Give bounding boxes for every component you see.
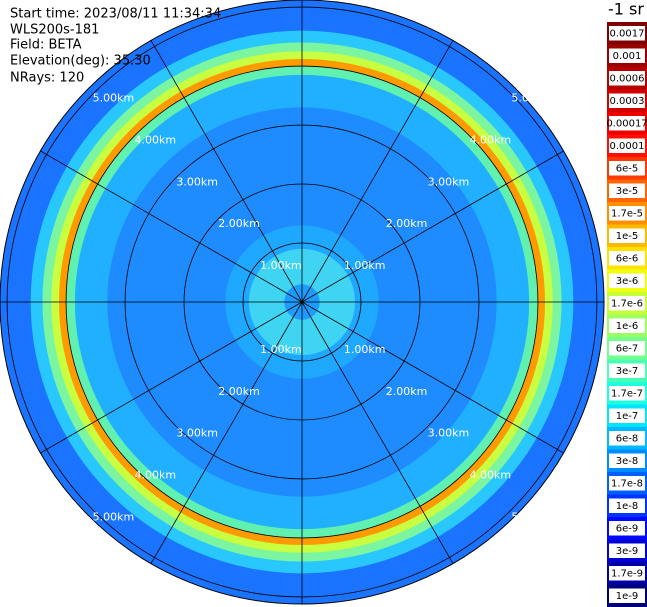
colorbar-label-box — [609, 386, 645, 401]
colorbar-label: 1e-8 — [616, 501, 639, 512]
colorbar-label-box — [609, 341, 645, 356]
range-label: 2.00km — [386, 217, 428, 230]
spoke — [301, 301, 564, 454]
colorbar-unit: -1 sr — [608, 0, 644, 19]
range-ring — [6, 6, 598, 598]
header-line: WLS200s-181 — [10, 23, 99, 38]
colorbar-label-box — [609, 498, 645, 513]
colorbar-label: 3e-5 — [616, 186, 639, 197]
range-label: 1.00km — [260, 259, 302, 272]
header-line: NRays: 120 — [10, 71, 84, 86]
spoke — [301, 40, 454, 303]
colorbar-label: 6e-8 — [616, 433, 639, 444]
colorbar-label-box — [609, 228, 645, 243]
colorbar-label: 6e-6 — [616, 253, 639, 264]
colorbar-label: 0.00017 — [606, 118, 647, 129]
colorbar-label-box — [609, 543, 645, 558]
spoke — [301, 301, 454, 564]
colorbar-label-box — [609, 431, 645, 446]
colorbar-label-box — [609, 318, 645, 333]
colorbar-label: 3e-9 — [616, 546, 639, 557]
range-label: 3.00km — [428, 175, 470, 188]
header-line: Start time: 2023/08/11 11:34:34 — [10, 7, 221, 22]
colorbar-label: 0.001 — [613, 51, 642, 62]
range-label: 5.00km — [93, 510, 135, 523]
range-label: 1.00km — [344, 343, 386, 356]
colorbar-label-box — [609, 453, 645, 468]
colorbar-label: 6e-7 — [616, 343, 639, 354]
colorbar-label: 1e-6 — [616, 321, 639, 332]
colorbar-label-box — [609, 588, 645, 603]
colorbar-label: 1.7e-9 — [611, 568, 643, 579]
colorbar-label: 1e-7 — [616, 411, 639, 422]
colorbar: -1 sr 0.0017 0.001 0.0006 0.0003 0.00017 0.000… — [606, 0, 647, 607]
colorbar-label-box — [609, 476, 645, 491]
spoke — [150, 40, 303, 303]
colorbar-label-box — [609, 138, 645, 153]
colorbar-label: 1e-9 — [616, 591, 639, 602]
range-label: 4.00km — [134, 133, 176, 146]
range-label: 2.00km — [386, 385, 428, 398]
range-label: 4.00km — [470, 133, 512, 146]
colorbar-label-box — [609, 206, 645, 221]
range-label: 5.00km — [511, 510, 553, 523]
colorbar-label: 0.0017 — [610, 28, 645, 39]
colorbar-label: 1e-5 — [616, 231, 639, 242]
spoke — [301, 150, 564, 303]
colorbar-label-box — [609, 566, 645, 581]
colorbar-label: 3e-7 — [616, 366, 639, 377]
outer-edge — [0, 0, 605, 605]
range-label: 5.00km — [93, 92, 135, 105]
range-label: 3.00km — [176, 175, 218, 188]
range-label: 1.00km — [260, 343, 302, 356]
range-ring — [124, 124, 480, 480]
colorbar-label-box — [609, 296, 645, 311]
colorbar-label: 1.7e-7 — [611, 388, 643, 399]
range-label: 5.00km — [511, 92, 553, 105]
colorbar-label-box — [609, 71, 645, 86]
spoke — [150, 301, 303, 564]
range-ring — [183, 183, 421, 421]
colorbar-label-box — [609, 93, 645, 108]
range-ring — [65, 65, 539, 539]
range-labels: 1.00km 1.00km 1.00km 1.00km 2.00km 2.00km 2.00… — [93, 92, 553, 524]
spoke — [40, 150, 303, 303]
colorbar-label: 1.7e-5 — [611, 208, 643, 219]
colorbar-label-box — [609, 363, 645, 378]
range-label: 2.00km — [218, 217, 260, 230]
range-label: 3.00km — [176, 427, 218, 440]
colorbar-label: 6e-5 — [616, 163, 639, 174]
range-label: 4.00km — [470, 469, 512, 482]
colorbar-label-box — [609, 521, 645, 536]
colorbar-label: 3e-6 — [616, 276, 639, 287]
polar-grid — [0, 0, 605, 605]
range-label: 3.00km — [428, 427, 470, 440]
colorbar-label-box — [609, 183, 645, 198]
colorbar-label-box — [609, 251, 645, 266]
colorbar-label-box — [609, 116, 645, 131]
range-label: 1.00km — [344, 259, 386, 272]
header-line: Field: BETA — [10, 38, 82, 53]
colorbar-label-box — [609, 161, 645, 176]
header: Start time: 2023/08/11 11:34:34WLS200s-1… — [10, 7, 221, 86]
colorbar-label-box — [609, 408, 645, 423]
colorbar-label: 0.0003 — [610, 96, 645, 107]
spoke — [40, 301, 303, 454]
colorbar-label-box — [609, 273, 645, 288]
colorbar-label-box — [609, 48, 645, 63]
colorbar-label: 0.0006 — [610, 73, 645, 84]
range-label: 2.00km — [218, 385, 260, 398]
colorbar-label: 3e-8 — [616, 456, 639, 467]
colorbar-label: 1.7e-6 — [611, 298, 643, 309]
colorbar-label-box — [609, 26, 645, 41]
range-ring — [242, 242, 362, 362]
range-label: 4.00km — [134, 469, 176, 482]
colorbar-label: 0.0001 — [610, 141, 645, 152]
colorbar-label: 6e-9 — [616, 523, 639, 534]
header-line: Elevation(deg): 35.30 — [10, 54, 151, 69]
colorbar-label: 1.7e-8 — [611, 478, 643, 489]
